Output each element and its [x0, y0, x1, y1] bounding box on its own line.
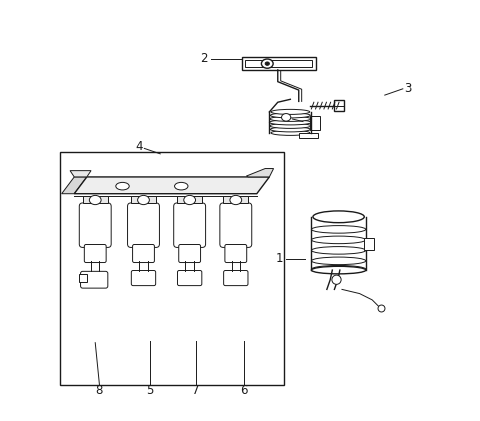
FancyBboxPatch shape	[224, 271, 248, 285]
FancyBboxPatch shape	[83, 196, 108, 203]
FancyBboxPatch shape	[220, 203, 252, 248]
FancyBboxPatch shape	[131, 196, 156, 203]
Ellipse shape	[312, 266, 366, 273]
Ellipse shape	[175, 182, 188, 190]
Text: 4: 4	[135, 140, 143, 153]
Polygon shape	[61, 177, 87, 194]
Text: 5: 5	[146, 384, 154, 397]
Ellipse shape	[89, 195, 101, 205]
Ellipse shape	[312, 236, 366, 244]
FancyBboxPatch shape	[225, 245, 247, 263]
Ellipse shape	[271, 109, 310, 115]
FancyBboxPatch shape	[79, 203, 111, 248]
Ellipse shape	[270, 123, 311, 128]
Polygon shape	[246, 168, 274, 177]
Text: 8: 8	[96, 384, 103, 397]
Ellipse shape	[138, 195, 149, 205]
FancyBboxPatch shape	[334, 100, 344, 111]
Ellipse shape	[332, 275, 341, 284]
Ellipse shape	[271, 131, 310, 136]
FancyBboxPatch shape	[84, 245, 106, 263]
Polygon shape	[70, 171, 91, 177]
FancyBboxPatch shape	[81, 272, 108, 288]
Ellipse shape	[270, 116, 311, 121]
Ellipse shape	[270, 113, 310, 118]
Bar	[60, 152, 284, 385]
Ellipse shape	[230, 195, 241, 205]
FancyBboxPatch shape	[79, 274, 87, 282]
Text: 7: 7	[192, 384, 200, 397]
Ellipse shape	[270, 127, 310, 132]
Polygon shape	[74, 177, 269, 194]
Polygon shape	[311, 116, 320, 130]
Polygon shape	[242, 57, 315, 70]
Text: 2: 2	[201, 52, 208, 65]
FancyBboxPatch shape	[223, 196, 248, 203]
Ellipse shape	[269, 120, 312, 125]
FancyBboxPatch shape	[364, 238, 373, 250]
FancyBboxPatch shape	[174, 203, 205, 248]
FancyBboxPatch shape	[178, 271, 202, 285]
Ellipse shape	[184, 195, 195, 205]
Ellipse shape	[313, 211, 364, 223]
Ellipse shape	[262, 59, 273, 68]
Ellipse shape	[116, 182, 129, 190]
Polygon shape	[299, 133, 318, 139]
Ellipse shape	[312, 247, 366, 254]
Ellipse shape	[312, 257, 366, 265]
Ellipse shape	[265, 62, 269, 65]
Text: 1: 1	[276, 252, 284, 265]
FancyBboxPatch shape	[132, 245, 155, 263]
FancyBboxPatch shape	[179, 245, 201, 263]
Text: 3: 3	[404, 83, 411, 95]
FancyBboxPatch shape	[177, 196, 202, 203]
Ellipse shape	[312, 266, 366, 274]
Ellipse shape	[312, 226, 366, 233]
FancyBboxPatch shape	[132, 271, 156, 285]
FancyBboxPatch shape	[128, 203, 159, 248]
Ellipse shape	[282, 114, 291, 121]
Text: 6: 6	[240, 384, 248, 397]
